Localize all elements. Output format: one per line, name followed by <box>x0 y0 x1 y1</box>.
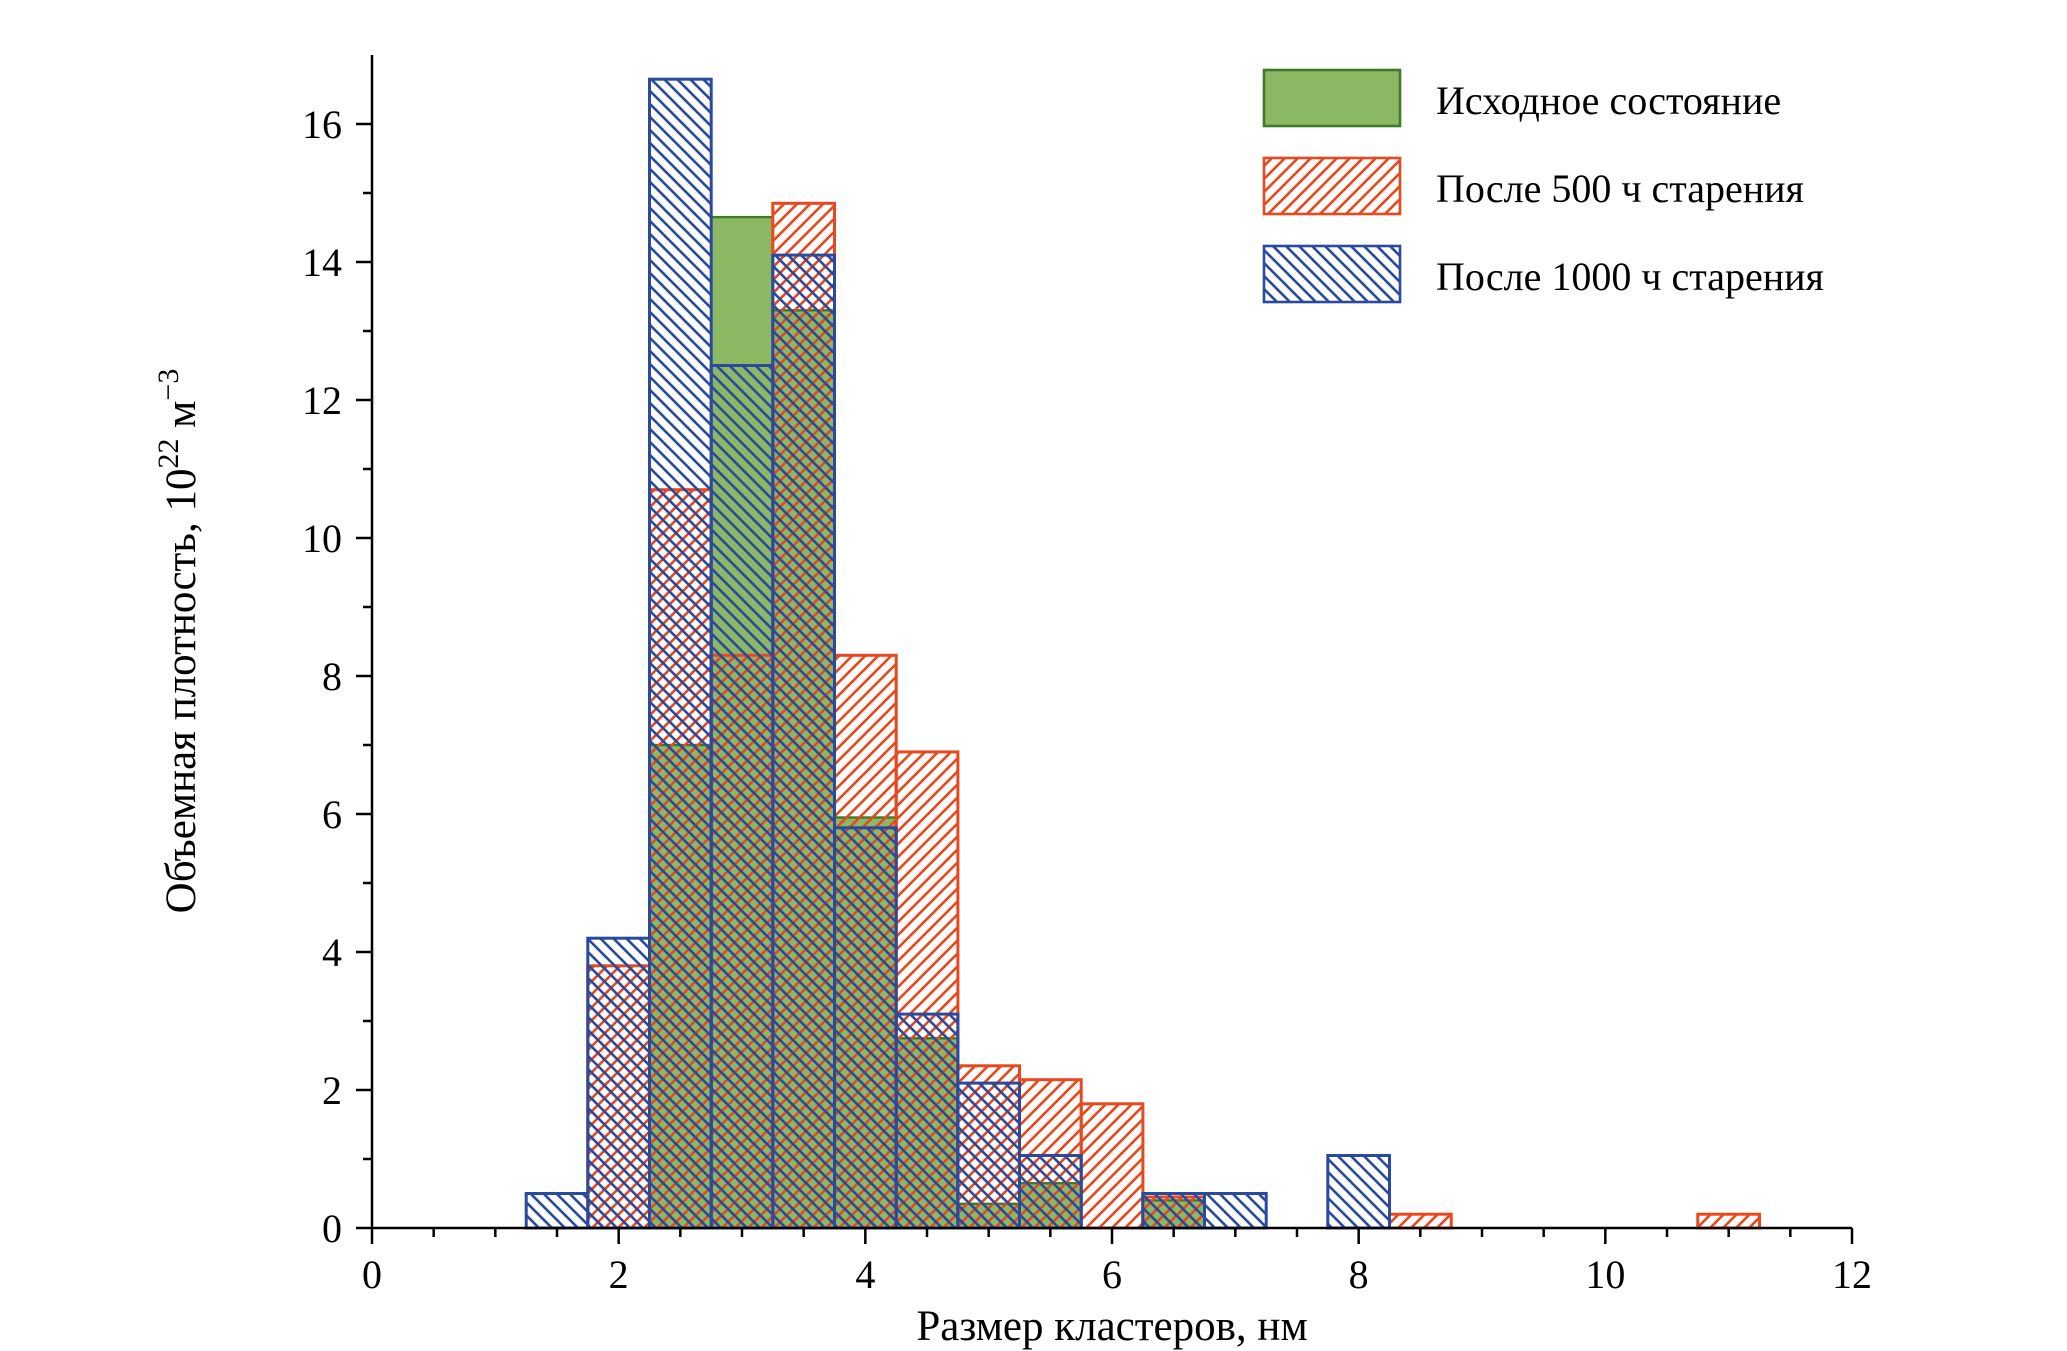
y-axis-label: Объемная плотность, 1022 м−3 <box>152 369 205 914</box>
legend-swatch-aged-500h <box>1262 156 1402 216</box>
bar-aged-1000h-4.5nm <box>894 1012 960 1230</box>
plot-area: 0 2 4 6 8 10 12 0 2 4 6 8 10 12 14 16 <box>302 55 1872 1297</box>
legend-label-aged-500h: После 500 ч старения <box>1436 166 1804 211</box>
y-tick-label-0: 0 <box>322 1206 342 1251</box>
bar-aged-1000h-2nm <box>586 936 651 1230</box>
x-tick-label-0: 0 <box>362 1252 382 1297</box>
y-tick-label-6: 6 <box>322 792 342 837</box>
bar-aged-1000h-3nm <box>709 364 775 1230</box>
bar-aged-1000h-5nm <box>956 1081 1021 1230</box>
y-tick-label-12: 12 <box>302 378 342 423</box>
bar-aged-500h-11nm <box>1696 1212 1762 1230</box>
x-tick-label-6: 6 <box>1102 1252 1122 1297</box>
bar-aged-1000h-4nm <box>833 826 898 1230</box>
bar-aged-1000h-7nm <box>1203 1192 1268 1230</box>
y-tick-label-2: 2 <box>322 1068 342 1113</box>
legend: Исходное состояние После 500 ч старения … <box>1262 68 1824 304</box>
bar-aged-1000h-2.5nm <box>648 77 713 1230</box>
x-tick-label-2: 2 <box>609 1252 629 1297</box>
y-tick-label-10: 10 <box>302 516 342 561</box>
bar-aged-1000h-1.5nm <box>524 1192 590 1230</box>
axes <box>356 55 1854 1244</box>
x-axis-label: Размер кластеров, нм <box>916 1303 1307 1350</box>
y-tick-label-14: 14 <box>302 240 342 285</box>
bar-aged-1000h-6.5nm <box>1141 1192 1207 1230</box>
y-tick-label-4: 4 <box>322 930 342 975</box>
y-tick-label-16: 16 <box>302 102 342 147</box>
legend-swatch-aged-1000h <box>1262 244 1402 304</box>
x-tick-label-4: 4 <box>855 1252 875 1297</box>
bar-aged-500h-6nm <box>1079 1102 1145 1230</box>
bar-aged-1000h-3.5nm <box>771 253 836 1230</box>
bar-aged-500h-8.5nm <box>1388 1212 1453 1230</box>
series-aged-1000h <box>524 77 1392 1230</box>
x-tick-label-12: 12 <box>1832 1252 1872 1297</box>
x-tick-label-8: 8 <box>1349 1252 1369 1297</box>
legend-label-aged-1000h: После 1000 ч старения <box>1436 254 1824 299</box>
y-tick-label-8: 8 <box>322 654 342 699</box>
bar-aged-1000h-5.5nm <box>1018 1154 1083 1230</box>
legend-label-initial-state: Исходное состояние <box>1436 78 1781 123</box>
x-tick-label-10: 10 <box>1585 1252 1625 1297</box>
legend-swatch-initial-state <box>1262 68 1402 128</box>
bar-aged-1000h-8nm <box>1326 1154 1392 1230</box>
